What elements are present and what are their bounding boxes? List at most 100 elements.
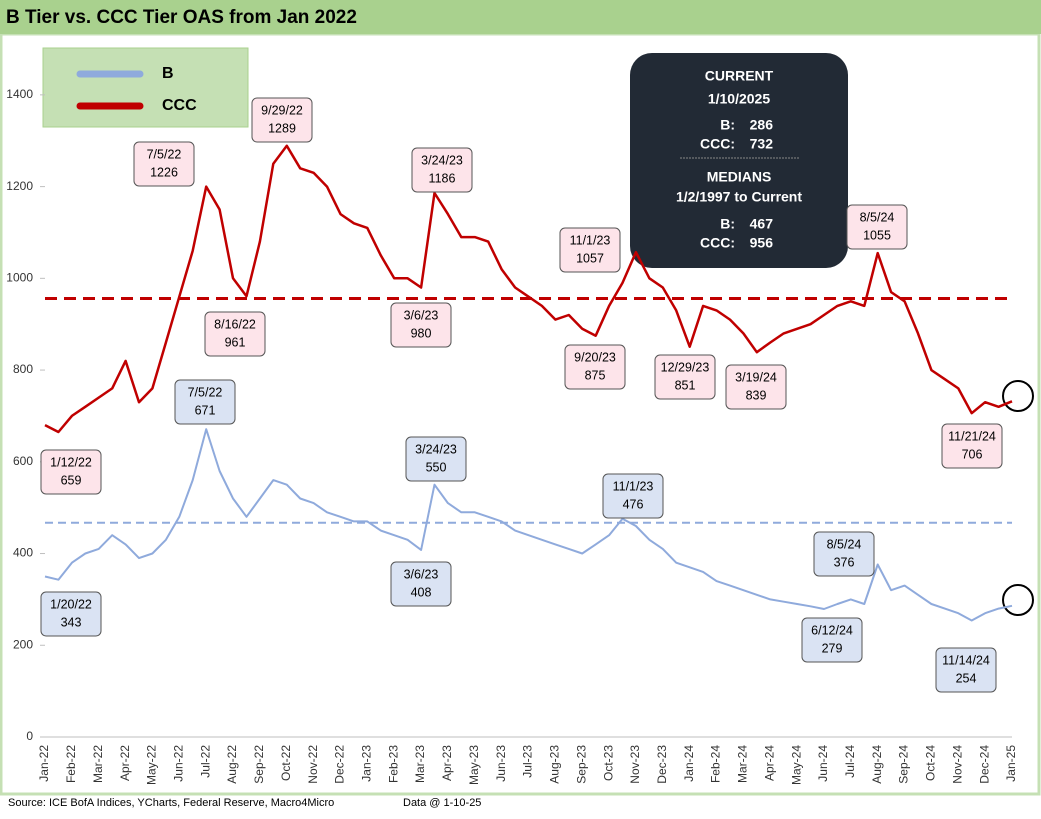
annotation-date: 6/12/24 [811, 623, 853, 637]
annotation-value: 254 [956, 671, 977, 685]
x-tick-label: Jun-23 [494, 745, 508, 782]
legend [42, 47, 249, 128]
info-label: CCC: [700, 136, 735, 152]
annotation-date: 8/16/22 [214, 317, 256, 331]
annotation-value: 851 [675, 378, 696, 392]
x-tick-label: Nov-23 [628, 745, 642, 784]
annotation-date: 7/5/22 [188, 385, 223, 399]
annotation-box [405, 436, 467, 482]
annotation-date: 9/29/22 [261, 103, 303, 117]
annotation-value: 376 [834, 555, 855, 569]
y-tick-label: 800 [13, 362, 33, 376]
x-tick-label: Feb-24 [709, 745, 723, 783]
annotation-date: 3/24/23 [415, 442, 457, 456]
x-tick-label: Sep-24 [897, 745, 911, 784]
x-tick-label: Sep-22 [252, 745, 266, 784]
annotation-box [390, 302, 452, 348]
annotation-value: 659 [61, 473, 82, 487]
series-line [44, 428, 1013, 622]
x-tick-label: Mar-24 [736, 745, 750, 783]
y-tick-label: 1200 [6, 179, 33, 193]
info-title: CURRENT [705, 68, 774, 84]
highlight-circle [1002, 584, 1034, 616]
annotation-box [846, 204, 908, 250]
annotation-box [133, 141, 195, 187]
x-tick-label: Mar-22 [91, 745, 105, 783]
annotation-date: 12/29/23 [661, 360, 710, 374]
source: Source: ICE BofA Indices, YCharts, Feder… [8, 797, 334, 809]
annotation-box [204, 311, 266, 357]
annotation-value: 279 [822, 641, 843, 655]
annotation-value: 1055 [863, 228, 891, 242]
annotation-value: 476 [623, 497, 644, 511]
annotation-box [390, 561, 452, 607]
annotation-box [564, 344, 626, 390]
x-tick-label: Oct-22 [279, 745, 293, 781]
highlight-circle [1002, 380, 1034, 412]
y-tick-label: 1000 [6, 271, 33, 285]
x-tick-label: Jun-24 [816, 745, 830, 782]
annotation-date: 1/12/22 [50, 455, 92, 469]
y-tick-label: 600 [13, 454, 33, 468]
annotation-box [801, 617, 863, 663]
x-tick-label: Feb-23 [386, 745, 400, 783]
x-tick-label: Nov-24 [950, 745, 964, 784]
annotation-value: 961 [225, 335, 246, 349]
x-tick-label: May-22 [145, 745, 159, 785]
info-value: 286 [750, 117, 774, 133]
x-tick-label: Jul-22 [198, 745, 212, 778]
x-tick-label: Oct-24 [924, 745, 938, 781]
x-tick-label: Feb-22 [64, 745, 78, 783]
y-tick-label: 0 [26, 729, 33, 743]
annotation-box [559, 227, 621, 273]
info-date: 1/10/2025 [708, 91, 770, 107]
annotation-box [935, 647, 997, 693]
annotation-box [941, 423, 1003, 469]
annotation-date: 3/6/23 [404, 567, 439, 581]
x-tick-label: Jun-22 [171, 745, 185, 782]
annotation-value: 839 [746, 388, 767, 402]
annotation-value: 1186 [429, 171, 456, 185]
annotation-box [40, 449, 102, 495]
annotation-date: 8/5/24 [860, 210, 895, 224]
x-tick-label: Apr-23 [440, 745, 454, 781]
annotation-value: 671 [195, 403, 216, 417]
x-tick-label: Dec-22 [333, 745, 347, 784]
annotation-date: 11/21/24 [948, 429, 996, 443]
info-title: MEDIANS [707, 169, 772, 185]
annotation-date: 11/1/23 [570, 233, 611, 247]
info-value: 732 [750, 136, 774, 152]
annotation-box [174, 379, 236, 425]
x-tick-label: Jan-22 [37, 745, 51, 782]
x-tick-label: Jul-24 [843, 745, 857, 778]
annotation-box [725, 364, 787, 410]
legend-label: CCC [162, 97, 197, 114]
annotation-value: 1057 [576, 251, 604, 265]
legend-label: B [162, 65, 174, 82]
annotation-value: 1289 [268, 121, 296, 135]
info-label: B: [720, 216, 735, 232]
annotation-box [251, 97, 313, 143]
annotation-box [654, 354, 716, 400]
annotation-date: 3/24/23 [421, 153, 463, 167]
annotation-date: 8/5/24 [827, 537, 862, 551]
annotation-value: 1226 [150, 165, 178, 179]
x-tick-label: Mar-23 [413, 745, 427, 783]
annotation-value: 980 [411, 326, 432, 340]
info-value: 467 [750, 216, 774, 232]
annotation-value: 706 [962, 447, 983, 461]
annotation-box [40, 591, 102, 637]
x-tick-label: Dec-23 [655, 745, 669, 784]
annotation-value: 875 [585, 368, 606, 382]
x-tick-label: Apr-24 [762, 745, 776, 781]
x-tick-label: Sep-23 [574, 745, 588, 784]
info-period: 1/2/1997 to Current [676, 189, 802, 205]
x-tick-label: Dec-24 [977, 745, 991, 784]
annotation-value: 550 [426, 460, 447, 474]
y-tick-label: 1400 [6, 87, 33, 101]
info-value: 956 [750, 235, 774, 251]
y-tick-label: 400 [13, 546, 33, 560]
annotation-date: 11/1/23 [613, 479, 654, 493]
annotation-box [411, 147, 473, 193]
